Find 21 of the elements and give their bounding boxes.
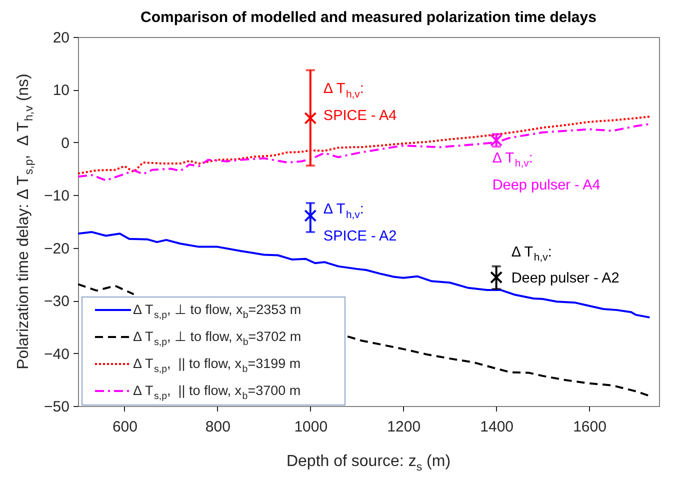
point	[304, 112, 317, 124]
point	[490, 271, 503, 284]
point	[490, 134, 503, 147]
chart-title: Comparison of modelled and measured polarization time delays	[140, 9, 596, 26]
x-tick-label: 600	[112, 418, 138, 436]
x-tick-label: 1600	[573, 418, 606, 436]
y-tick-label: 10	[52, 82, 70, 100]
y-tick-label: −20	[44, 240, 70, 258]
point	[304, 209, 317, 222]
x-tick-label: 1400	[480, 418, 514, 436]
y-tick-label: −50	[44, 398, 70, 416]
x-tick-label: 800	[205, 418, 230, 436]
y-tick-label: 0	[61, 134, 70, 152]
y-axis-title: Polarization time delay: Δ Ts,p, Δ Th,v (ns)	[15, 74, 36, 370]
y-tick-label: 20	[52, 30, 70, 46]
x-tick-label: 1200	[387, 418, 421, 436]
y-tick-label: −40	[44, 346, 70, 363]
x-tick-label: 1000	[294, 418, 328, 436]
line-series	[78, 231, 651, 318]
y-tick-label: −10	[44, 188, 70, 205]
y-tick-label: −30	[44, 293, 70, 310]
